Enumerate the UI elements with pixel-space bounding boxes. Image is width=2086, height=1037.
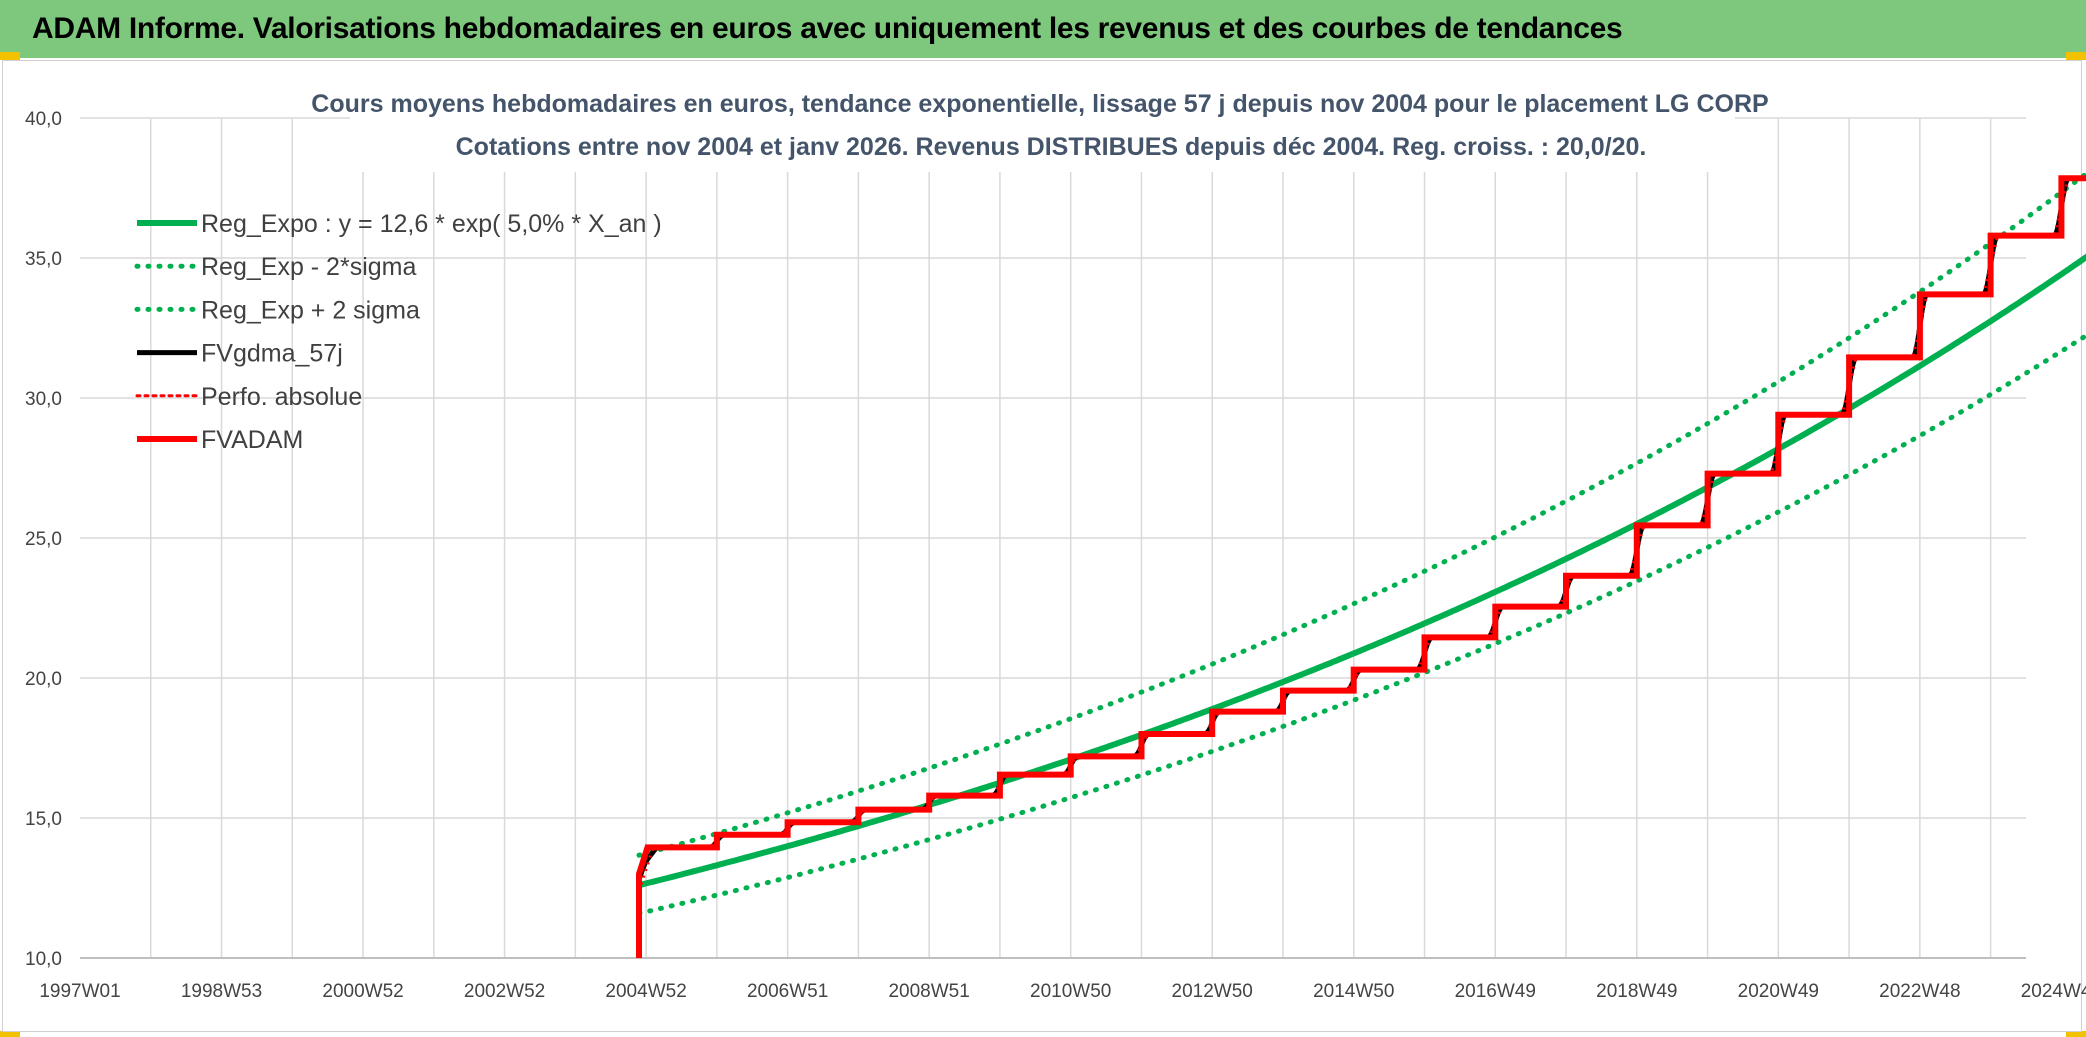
grid-layer	[80, 117, 2026, 959]
legend: Reg_Expo : y = 12,6 * exp( 5,0% * X_an )…	[134, 210, 662, 454]
x-tick-label: 2006W51	[747, 981, 828, 1002]
header-banner: ADAM Informe. Valorisations hebdomadaire…	[0, 0, 2086, 58]
series-layer	[636, 170, 2086, 958]
x-tick-label: 2004W52	[605, 981, 686, 1002]
legend-label: Reg_Exp - 2*sigma	[201, 253, 416, 281]
x-tick-label: 2022W48	[1879, 981, 1960, 1002]
fvgdma-57j-line	[636, 175, 2086, 881]
y-tick-label: 15,0	[25, 809, 62, 830]
corner-accent-right	[2066, 52, 2086, 60]
chart-frame	[2, 60, 2082, 1032]
x-tick-label: 2008W51	[888, 981, 969, 1002]
banner-title: ADAM Informe. Valorisations hebdomadaire…	[32, 12, 1623, 45]
legend-label: FVgdma_57j	[201, 340, 343, 368]
axes-layer: 10,0 15,0 20,0 25,0 30,0 35,0 40,0 1997W01 1998W…	[25, 109, 2086, 1002]
corner-accent-bottom-right	[2066, 1031, 2086, 1037]
reg-exp-minus-2sigma-line	[636, 332, 2086, 916]
corner-accent-bottom-left	[0, 1031, 20, 1037]
x-tick-label: 2014W50	[1313, 981, 1394, 1002]
y-tick-label: 35,0	[25, 249, 62, 270]
x-tick-label: 1997W01	[39, 981, 120, 1002]
perfo-absolue-line	[637, 176, 2086, 892]
chart-title: Cours moyens hebdomadaires en euros, ten…	[311, 90, 1768, 118]
x-tick-label: 1998W53	[181, 981, 262, 1002]
reg-exp-plus-2sigma-line	[636, 170, 2086, 858]
legend-label: Reg_Expo : y = 12,6 * exp( 5,0% * X_an )	[201, 210, 662, 238]
x-tick-label: 2016W49	[1455, 981, 1536, 1002]
y-tick-label: 25,0	[25, 529, 62, 550]
x-tick-label: 2024W48	[2021, 981, 2086, 1002]
x-tick-label: 2002W52	[464, 981, 545, 1002]
legend-label: FVADAM	[201, 426, 303, 454]
x-tick-label: 2010W50	[1030, 981, 1111, 1002]
fvadam-line	[636, 175, 2086, 958]
chart-subtitle: Cotations entre nov 2004 et janv 2026. R…	[456, 133, 1647, 161]
y-tick-label: 40,0	[25, 109, 62, 130]
x-tick-label: 2012W50	[1172, 981, 1253, 1002]
corner-accent-left	[0, 52, 20, 60]
y-tick-label: 10,0	[25, 949, 62, 970]
x-tick-label: 2018W49	[1596, 981, 1677, 1002]
legend-label: Reg_Exp + 2 sigma	[201, 296, 420, 324]
reg-expo-line	[638, 253, 2086, 889]
x-tick-label: 2000W52	[322, 981, 403, 1002]
title-background	[350, 84, 1735, 172]
x-tick-label: 2020W49	[1738, 981, 1819, 1002]
legend-label: Perfo. absolue	[201, 383, 362, 411]
y-tick-label: 30,0	[25, 389, 62, 410]
y-tick-label: 20,0	[25, 669, 62, 690]
